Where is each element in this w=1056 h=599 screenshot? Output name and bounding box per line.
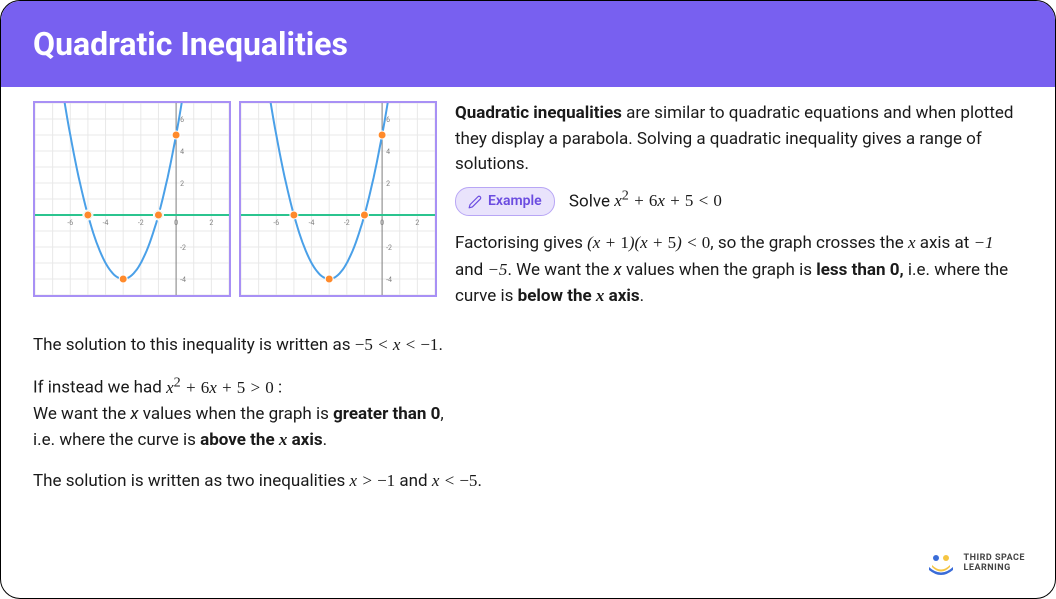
al3b: . bbox=[323, 430, 327, 450]
top-section: -6 -4 -2 0 2 -4 -2 2 4 6 -6 -4 -2 0 2 -4 -2 2 4 6 Quadrati… bbox=[33, 101, 1023, 318]
example-label: Example bbox=[488, 191, 542, 212]
svg-text:-4: -4 bbox=[386, 276, 392, 284]
svg-text:-2: -2 bbox=[180, 244, 186, 252]
intro-text: Quadratic inequalities are similar to qu… bbox=[455, 101, 1023, 318]
intro-p2: Factorising gives (x + 1)(x + 5) < 0, so… bbox=[455, 230, 1023, 310]
al3a: i.e. where the curve is bbox=[33, 430, 200, 450]
svg-text:2: 2 bbox=[386, 180, 390, 188]
altb: : bbox=[274, 378, 282, 398]
graph-1: -6 -4 -2 0 2 -4 -2 2 4 6 bbox=[33, 101, 231, 297]
graphs-wrapper: -6 -4 -2 0 2 -4 -2 2 4 6 -6 -4 -2 0 2 -4 -2 2 4 6 bbox=[33, 101, 437, 318]
svg-text:-4: -4 bbox=[103, 219, 109, 227]
logo-mark-icon bbox=[926, 552, 956, 576]
intro-bold: Quadratic inequalities bbox=[455, 103, 622, 123]
svg-text:-4: -4 bbox=[180, 276, 186, 284]
example-badge: Example bbox=[455, 187, 555, 216]
svg-text:2: 2 bbox=[415, 219, 419, 227]
axis-text2: axis bbox=[287, 430, 322, 450]
svg-text:6: 6 bbox=[180, 116, 184, 124]
lesson-card: Quadratic Inequalities -6 -4 -2 0 2 -4 -2 2 4 6 -… bbox=[0, 0, 1056, 599]
graph-1-svg: -6 -4 -2 0 2 -4 -2 2 4 6 bbox=[35, 103, 229, 295]
al2c: , bbox=[440, 404, 443, 424]
svg-text:-2: -2 bbox=[344, 219, 350, 227]
svg-text:0: 0 bbox=[174, 219, 178, 227]
alb2: above the x axis bbox=[200, 430, 322, 450]
alt-f: x2 + 6x + 5 > 0 bbox=[166, 378, 274, 397]
s2b: and bbox=[395, 471, 432, 491]
page-title: Quadratic Inequalities bbox=[33, 25, 1023, 63]
factor-formula: (x + 1)(x + 5) < 0 bbox=[587, 233, 710, 252]
example-formula: x2 + 6x + 5 < 0 bbox=[614, 191, 722, 210]
card-content: -6 -4 -2 0 2 -4 -2 2 4 6 -6 -4 -2 0 2 -4 -2 2 4 6 Quadrati… bbox=[1, 87, 1055, 522]
svg-text:4: 4 bbox=[180, 148, 184, 156]
minus5: −5 bbox=[487, 260, 507, 279]
brand-logo: THIRD SPACE LEARNING bbox=[926, 552, 1025, 576]
p2b: , so the graph crosses the bbox=[710, 233, 908, 253]
graph-2: -6 -4 -2 0 2 -4 -2 2 4 6 bbox=[239, 101, 437, 297]
alta: If instead we had bbox=[33, 378, 166, 398]
x-ital2: x bbox=[130, 404, 138, 424]
p2a: Factorising gives bbox=[455, 233, 587, 253]
s1b: . bbox=[438, 335, 442, 355]
above-text: above the bbox=[200, 430, 279, 450]
body-text: The solution to this inequality is writt… bbox=[33, 332, 1023, 494]
graph-2-svg: -6 -4 -2 0 2 -4 -2 2 4 6 bbox=[241, 103, 435, 295]
alb1: greater than 0 bbox=[333, 404, 440, 424]
logo-svg bbox=[926, 552, 956, 576]
logo-text: THIRD SPACE LEARNING bbox=[964, 554, 1025, 574]
p2e: . We want the bbox=[507, 260, 613, 280]
x-axis-1: x bbox=[908, 233, 916, 252]
solution-2: The solution is written as two inequalit… bbox=[33, 468, 1023, 494]
s1a: The solution to this inequality is writt… bbox=[33, 335, 355, 355]
svg-text:6: 6 bbox=[386, 116, 390, 124]
svg-text:-6: -6 bbox=[273, 219, 279, 227]
example-line: Example Solve x2 + 6x + 5 < 0 bbox=[455, 186, 1023, 217]
svg-text:-4: -4 bbox=[309, 219, 315, 227]
s2f1: x > −1 bbox=[350, 471, 396, 490]
svg-text:2: 2 bbox=[180, 180, 184, 188]
p2c: axis at bbox=[916, 233, 974, 253]
pencil-icon bbox=[468, 195, 482, 209]
svg-text:4: 4 bbox=[386, 148, 390, 156]
axis-text: axis bbox=[604, 286, 639, 306]
svg-text:-2: -2 bbox=[138, 219, 144, 227]
below-text: below the bbox=[518, 286, 596, 306]
minus1: −1 bbox=[974, 233, 994, 252]
svg-text:-6: -6 bbox=[67, 219, 73, 227]
al2b: values when the graph is bbox=[139, 404, 333, 424]
logo-line2: LEARNING bbox=[964, 564, 1025, 574]
p2d: and bbox=[455, 260, 487, 280]
s2f2: x < −5 bbox=[432, 471, 478, 490]
intro-p1: Quadratic inequalities are similar to qu… bbox=[455, 101, 1023, 178]
svg-text:0: 0 bbox=[380, 219, 384, 227]
p2f: values when the graph is bbox=[622, 260, 816, 280]
svg-text:-2: -2 bbox=[386, 244, 392, 252]
card-header: Quadratic Inequalities bbox=[1, 1, 1055, 87]
sol1-f: −5 < x < −1 bbox=[355, 335, 439, 354]
al2a: We want the bbox=[33, 404, 130, 424]
s2a: The solution is written as two inequalit… bbox=[33, 471, 350, 491]
alternate: If instead we had x2 + 6x + 5 > 0 : We w… bbox=[33, 372, 1023, 454]
x-ital: x bbox=[614, 260, 622, 280]
p2bold2: below the x axis bbox=[518, 286, 640, 306]
s2c: . bbox=[477, 471, 481, 491]
p2bold1: less than 0, bbox=[816, 260, 903, 280]
solution-1: The solution to this inequality is writt… bbox=[33, 332, 1023, 358]
svg-text:2: 2 bbox=[209, 219, 213, 227]
example-solve: Solve bbox=[569, 191, 614, 211]
